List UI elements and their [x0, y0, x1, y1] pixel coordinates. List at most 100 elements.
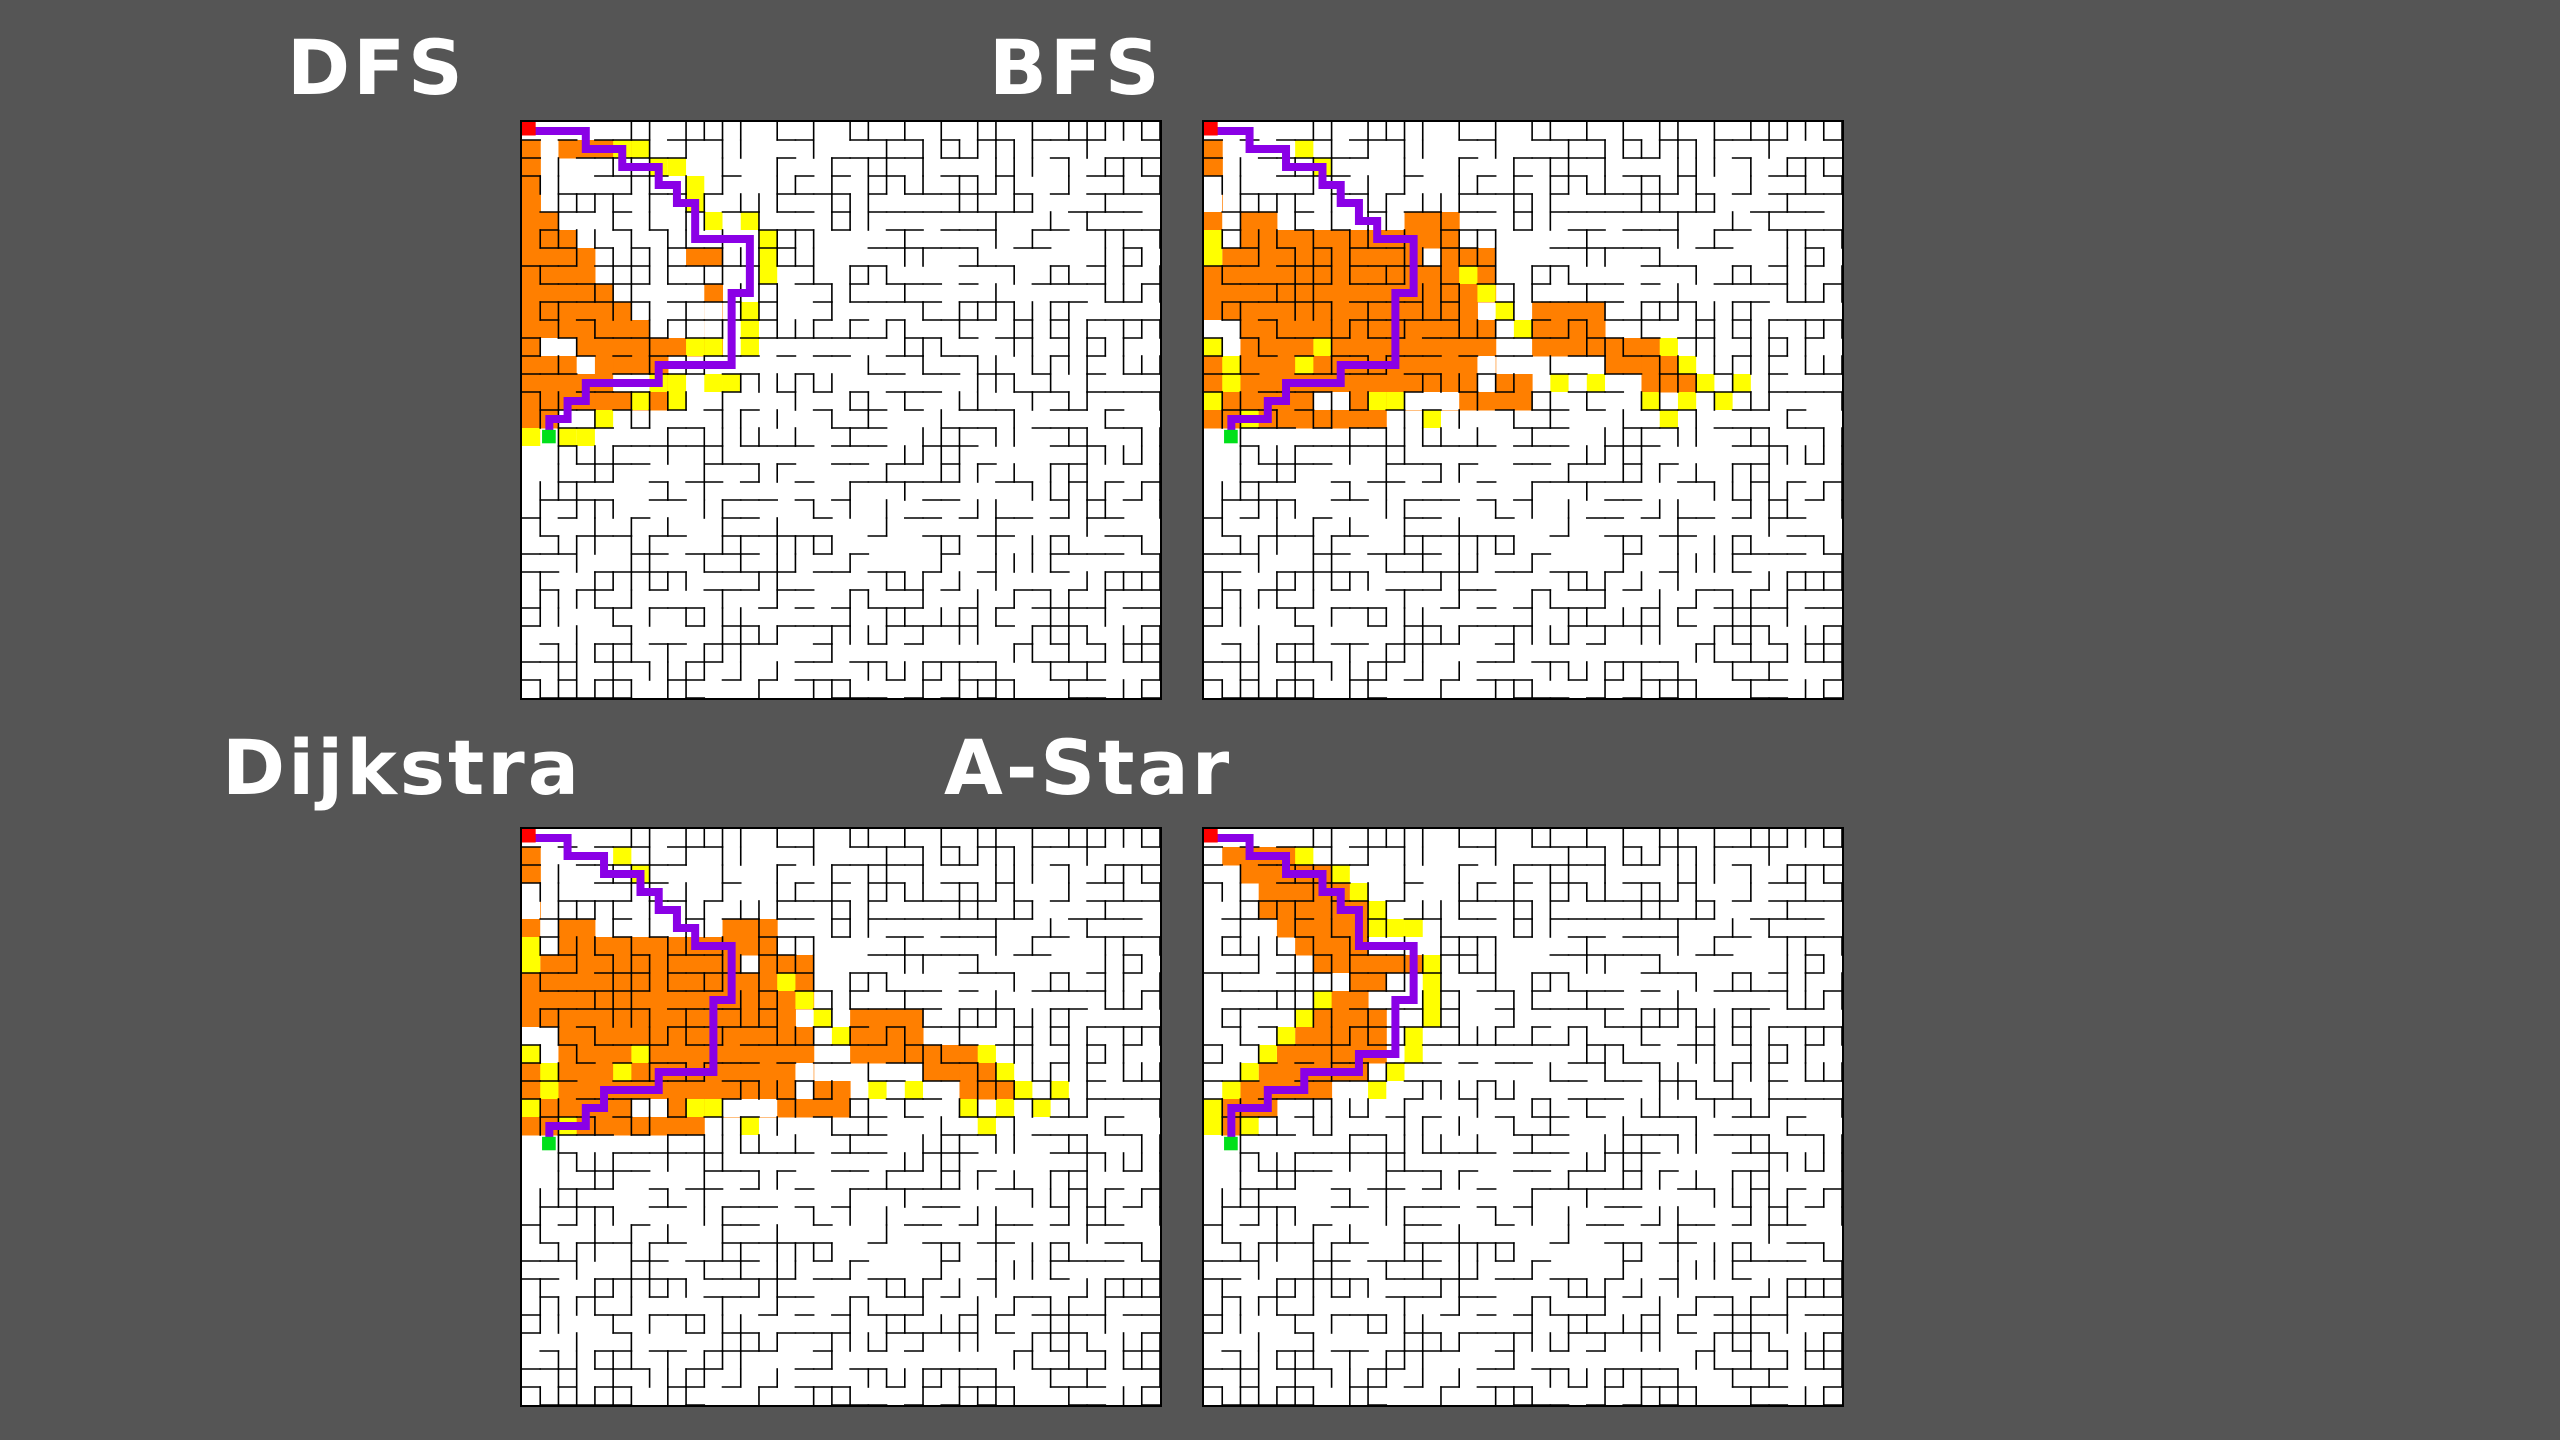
unvisited-cell: [576, 356, 595, 374]
unvisited-cell: [1204, 176, 1223, 212]
frontier-cell: [1204, 338, 1223, 356]
frontier-cell: [667, 158, 687, 176]
goal-marker: [542, 429, 556, 444]
unvisited-cell: [722, 1099, 778, 1117]
visited-cell: [522, 410, 541, 429]
frontier-cell: [813, 1009, 832, 1027]
frontier-cell: [758, 248, 778, 266]
frontier-cell: [1550, 374, 1569, 392]
maze-panel-bfs[interactable]: [1202, 120, 1844, 700]
frontier-cell: [977, 1045, 996, 1063]
frontier-cell: [1204, 1099, 1223, 1117]
frontier-cell: [1331, 865, 1350, 883]
frontier-cell: [522, 955, 541, 973]
maze-canvas-dfs[interactable]: [522, 122, 1160, 698]
frontier-cell: [1422, 410, 1441, 428]
frontier-cell: [540, 1063, 559, 1081]
maze-canvas-dijkstra[interactable]: [522, 829, 1160, 1405]
frontier-cells: [522, 847, 1069, 1135]
frontier-cell: [740, 302, 759, 320]
maze-panel-dijkstra[interactable]: [520, 827, 1162, 1407]
start-marker: [1204, 122, 1218, 136]
frontier-cell: [758, 266, 778, 284]
frontier-cell: [1014, 1081, 1033, 1099]
frontier-cell: [795, 991, 814, 1009]
frontier-cell: [1404, 919, 1423, 937]
frontier-cell: [1368, 1081, 1387, 1099]
frontier-cell: [1422, 955, 1441, 973]
frontier-cell: [631, 1045, 650, 1063]
frontier-cell: [1204, 392, 1223, 410]
goal-marker: [542, 1136, 556, 1151]
frontier-cell: [1222, 356, 1241, 374]
panel-title-astar: A-Star: [944, 723, 1233, 812]
frontier-cell: [594, 410, 614, 428]
maze-walls: [522, 122, 1160, 698]
frontier-cell: [1258, 1045, 1277, 1063]
unvisited-cell: [540, 338, 577, 356]
frontier-cell: [522, 428, 541, 446]
frontier-cell: [831, 1027, 851, 1045]
frontier-cell: [1032, 1099, 1051, 1117]
frontier-cell: [722, 374, 741, 392]
solution-path-bfs: [1209, 127, 1418, 441]
panel-title-bfs: BFS: [989, 23, 1163, 112]
frontier-cell: [686, 338, 705, 356]
frontier-cell: [1386, 919, 1405, 937]
visited-cell: [1313, 1009, 1387, 1028]
frontier-cell: [1222, 1081, 1241, 1099]
frontier-cell: [1477, 284, 1496, 302]
frontier-cell: [740, 320, 759, 338]
frontier-cell: [704, 338, 723, 356]
maze-walls: [1204, 122, 1842, 698]
frontier-cell: [1295, 847, 1314, 865]
frontier-cell: [1204, 230, 1223, 248]
frontier-cell: [686, 1099, 705, 1117]
frontier-cell: [631, 140, 650, 158]
maze-panel-astar[interactable]: [1202, 827, 1844, 1407]
frontier-cell: [1050, 1081, 1069, 1099]
frontier-cell: [522, 1045, 541, 1063]
frontier-cells: [1204, 140, 1751, 428]
frontier-cell: [1295, 356, 1314, 374]
maze-panel-dfs[interactable]: [520, 120, 1162, 700]
visited-cell: [1276, 919, 1369, 938]
frontier-cell: [1295, 1009, 1314, 1027]
frontier-cell: [1240, 1063, 1259, 1081]
frontier-cell: [631, 392, 650, 410]
panel-title-dfs: DFS: [287, 23, 466, 112]
frontier-cell: [1513, 320, 1533, 338]
frontier-cell: [740, 212, 759, 230]
visited-cell: [1258, 883, 1351, 902]
panel-title-dijkstra: Dijkstra: [222, 723, 583, 812]
maze-walls: [522, 829, 1160, 1405]
frontier-cell: [904, 1081, 924, 1099]
frontier-cell: [1404, 1045, 1423, 1063]
frontier-cell: [522, 937, 541, 955]
frontier-cell: [1204, 1117, 1223, 1135]
unvisited-cell: [1404, 392, 1460, 410]
unvisited-cell: [1331, 973, 1350, 991]
frontier-cell: [868, 1081, 887, 1099]
start-marker: [522, 829, 536, 843]
frontier-cell: [1677, 392, 1697, 410]
frontier-cell: [1313, 338, 1332, 356]
maze-canvas-bfs[interactable]: [1204, 122, 1842, 698]
frontier-cell: [558, 428, 577, 446]
frontier-cell: [686, 176, 705, 194]
maze-canvas-astar[interactable]: [1204, 829, 1842, 1405]
frontier-cell: [1368, 392, 1387, 410]
frontier-cell: [1222, 374, 1241, 392]
frontier-cell: [540, 1081, 559, 1099]
visited-cell: [686, 248, 724, 267]
frontier-cell: [995, 1063, 1015, 1081]
frontier-cell: [1677, 356, 1697, 374]
frontier-cell: [1495, 302, 1514, 320]
frontier-cell: [667, 374, 687, 392]
frontier-cell: [758, 230, 778, 248]
frontier-cell: [1386, 1063, 1405, 1081]
frontier-cell: [1696, 374, 1715, 392]
visited-cell: [1677, 374, 1697, 393]
frontier-cell: [1368, 901, 1387, 919]
